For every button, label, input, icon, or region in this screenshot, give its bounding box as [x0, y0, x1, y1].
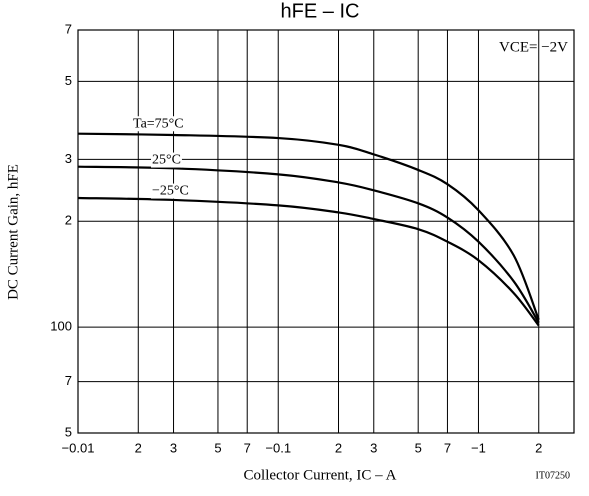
y-tick-label: 7 — [65, 21, 72, 36]
curve — [77, 132, 540, 321]
x-tick-label: 3 — [370, 440, 377, 455]
label-background — [151, 183, 190, 199]
curve — [77, 196, 540, 327]
y-tick-label: 5 — [65, 73, 72, 88]
x-tick-label: 5 — [415, 440, 422, 455]
y-tick-label: 2 — [65, 213, 72, 228]
x-tick-label: 2 — [135, 440, 142, 455]
curve — [77, 165, 540, 324]
plot-frame — [77, 29, 575, 434]
series-label: −25°C — [152, 184, 189, 199]
x-tick-label: 7 — [244, 440, 251, 455]
condition-note: VCE= −2V — [499, 39, 568, 55]
label-background — [151, 152, 182, 168]
x-tick-label: 5 — [214, 440, 221, 455]
y-tick-label: 100 — [50, 319, 72, 334]
y-tick-label: 5 — [65, 424, 72, 439]
y-tick-label: 3 — [65, 151, 72, 166]
chart-title: hFE – IC — [281, 0, 360, 22]
x-tick-label: −1 — [471, 440, 486, 455]
x-tick-label: −0.1 — [265, 440, 291, 455]
y-tick-label: 7 — [65, 373, 72, 388]
x-axis-label: Collector Current, IC – A — [244, 467, 397, 483]
x-tick-label: 7 — [444, 440, 451, 455]
figure-id: IT07250 — [536, 470, 570, 481]
x-tick-label: 2 — [535, 440, 542, 455]
x-tick-label: 2 — [335, 440, 342, 455]
y-axis-label: DC Current Gain, hFE — [5, 164, 21, 300]
x-tick-label: 3 — [170, 440, 177, 455]
label-background — [132, 116, 185, 132]
x-tick-label: −0.01 — [62, 440, 95, 455]
series-label: Ta=75°C — [133, 116, 184, 131]
series-label: 25°C — [152, 153, 181, 168]
